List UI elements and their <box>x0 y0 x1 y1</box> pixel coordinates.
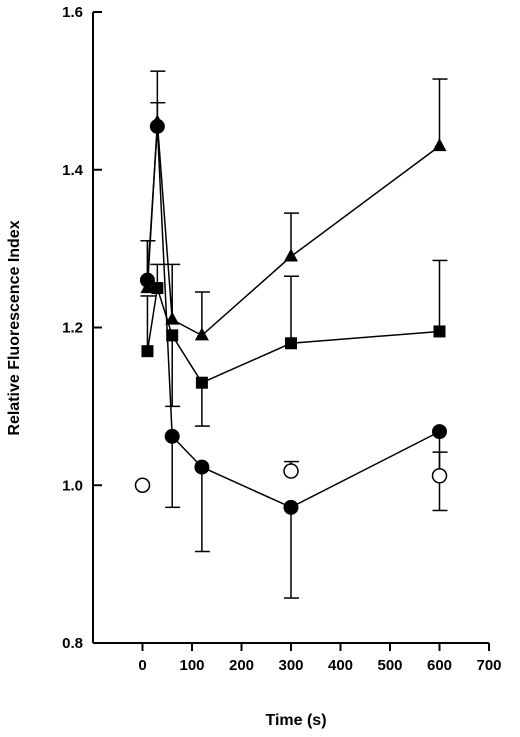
data-point-square <box>151 282 164 295</box>
data-point-square <box>166 329 179 342</box>
y-tick-label: 1.6 <box>62 4 83 21</box>
y-tick-label: 1.2 <box>62 320 83 337</box>
x-tick-label: 200 <box>229 657 254 674</box>
data-point-triangle <box>165 311 180 325</box>
x-tick-label: 400 <box>328 657 353 674</box>
series-line <box>146 287 440 384</box>
data-point-square <box>433 325 446 338</box>
series-line <box>146 126 440 509</box>
y-tick-label: 1.0 <box>62 477 83 494</box>
data-point-square <box>141 345 154 358</box>
data-point-open-circle <box>431 468 448 484</box>
series-layer <box>134 70 448 599</box>
axes: 0.8 1.0 1.2 1.4 1.6 0 100 200 300 400 500 600 700 <box>62 4 501 674</box>
series-triangle-filled <box>140 70 448 341</box>
data-point-square <box>285 337 297 350</box>
data-point-open-circle <box>134 477 151 493</box>
x-tick-label: 700 <box>476 657 501 674</box>
y-axis-label: Relative Fluorescence Index <box>6 220 23 435</box>
y-tick-label: 1.4 <box>62 162 84 179</box>
series-circle-open <box>134 451 448 493</box>
series-square-filled <box>140 259 448 427</box>
x-tick-label: 100 <box>179 657 204 674</box>
x-tick-label: 0 <box>138 657 146 674</box>
data-point-circle <box>139 272 155 288</box>
x-axis-label: Time (s) <box>265 712 326 729</box>
data-point-circle <box>164 428 180 444</box>
data-point-circle <box>149 118 165 134</box>
data-point-square <box>195 376 208 389</box>
series-circle-filled <box>139 101 448 599</box>
data-point-circle <box>432 424 447 440</box>
x-tick-label: 600 <box>427 657 452 674</box>
data-point-circle <box>194 459 210 475</box>
series-line <box>146 122 440 337</box>
data-point-triangle <box>432 138 447 152</box>
x-tick-label: 300 <box>278 657 303 674</box>
data-point-triangle <box>194 327 209 341</box>
y-tick-label: 0.8 <box>62 635 83 652</box>
data-point-circle <box>283 499 299 515</box>
data-point-open-circle <box>283 463 299 479</box>
x-tick-label: 500 <box>377 657 402 674</box>
data-point-triangle <box>284 248 298 262</box>
